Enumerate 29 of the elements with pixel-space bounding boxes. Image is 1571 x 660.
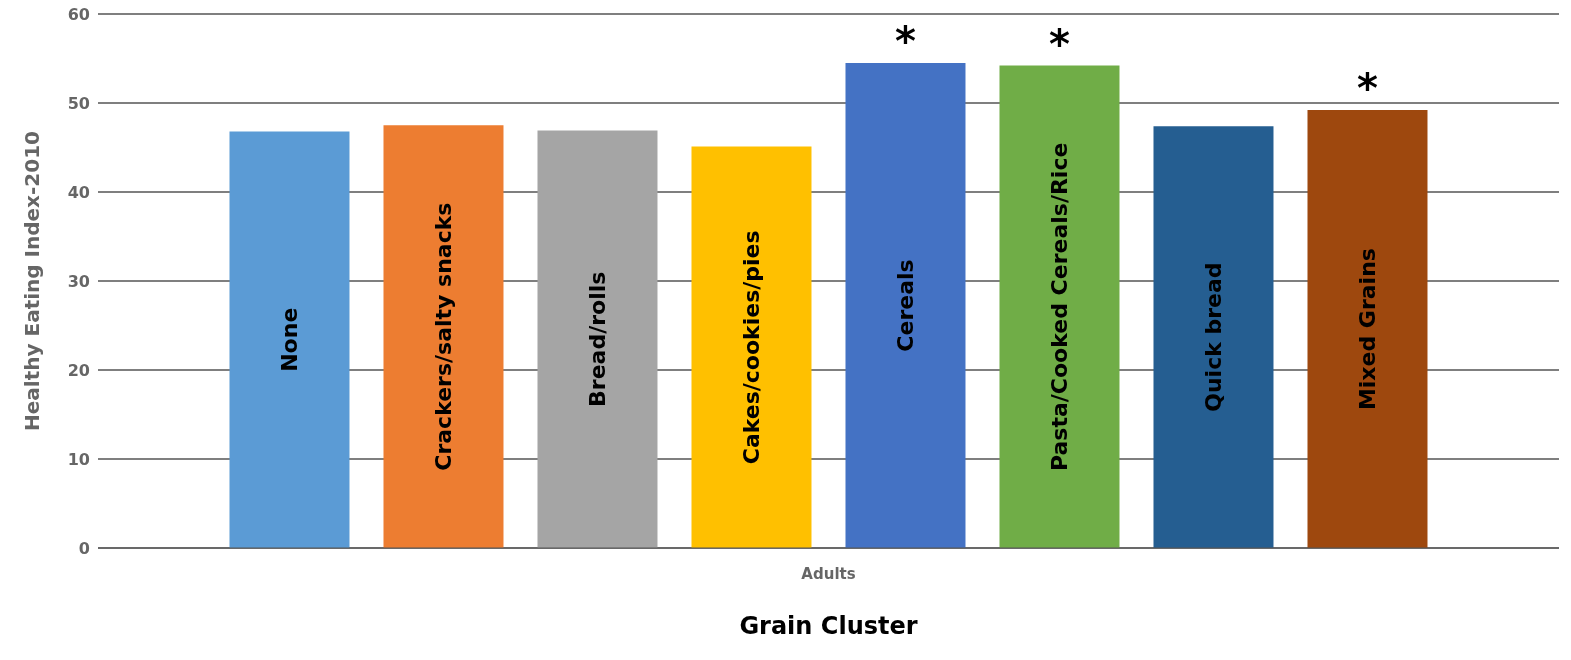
bar — [1153, 126, 1274, 548]
data-label: * — [1049, 20, 1071, 67]
y-axis-title: Healthy Eating Index-2010 — [20, 131, 45, 431]
bar — [383, 125, 504, 548]
series-label: Quick bread — [1200, 262, 1226, 412]
data-label: * — [895, 17, 917, 64]
series-label: Pasta/Cooked Cereals/Rice — [1046, 142, 1072, 472]
data-label: * — [1357, 65, 1379, 112]
series-label: Mixed Grains — [1354, 248, 1380, 411]
y-tick-label: 0 — [78, 538, 90, 558]
x-axis-title: Grain Cluster — [739, 612, 918, 640]
bar — [229, 131, 350, 548]
bar — [845, 62, 966, 548]
y-tick-label: 20 — [67, 360, 90, 380]
x-tick-label: Adults — [801, 564, 856, 583]
series-label: None — [276, 307, 302, 372]
bar — [999, 65, 1120, 548]
bar — [1307, 110, 1428, 548]
series-label: Bread/rolls — [584, 271, 610, 407]
y-tick-label: 60 — [67, 4, 90, 24]
bar — [691, 146, 812, 548]
y-tick-label: 10 — [67, 449, 90, 469]
y-tick-label: 40 — [67, 182, 90, 202]
y-tick-label: 30 — [67, 271, 90, 291]
series-label: Cereals — [892, 259, 918, 352]
bar — [537, 130, 658, 548]
y-tick-label: 50 — [67, 93, 90, 113]
series-label: Cakes/cookies/pies — [738, 230, 764, 465]
series-label: Crackers/salty snacks — [430, 202, 456, 471]
